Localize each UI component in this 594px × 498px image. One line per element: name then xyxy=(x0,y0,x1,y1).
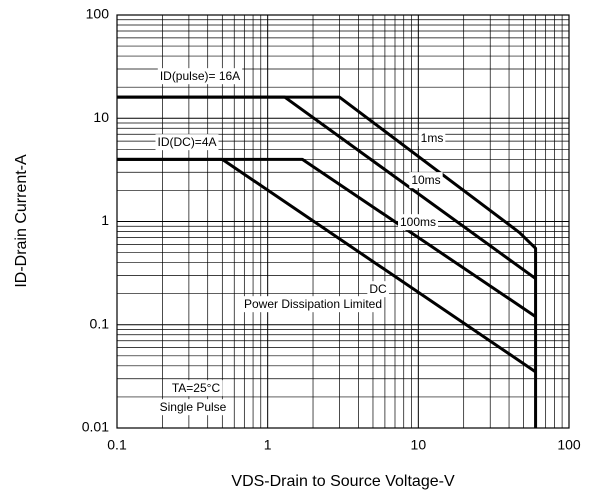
annotation: Power Dissipation Limited xyxy=(244,297,382,311)
y-axis-label: ID-Drain Current-A xyxy=(13,154,30,288)
series-label-bg xyxy=(367,281,389,298)
series-label: 1ms xyxy=(421,131,444,145)
y-tick-label: 1 xyxy=(101,212,109,228)
series-line xyxy=(117,157,537,374)
annotation-bg xyxy=(157,399,229,416)
annotation-bg xyxy=(241,296,385,313)
annotation-bg xyxy=(157,68,243,85)
annotation: TA=25°C xyxy=(172,381,221,395)
series-line xyxy=(117,157,537,318)
series-label: 100ms xyxy=(400,215,436,229)
series-label: DC xyxy=(369,282,387,296)
plot-frame xyxy=(116,14,570,429)
y-tick-label: 0.1 xyxy=(90,315,110,331)
x-tick-label: 10 xyxy=(411,437,427,453)
x-tick-label: 0.1 xyxy=(107,437,127,453)
series-label: 10ms xyxy=(411,173,440,187)
annotation: Single Pulse xyxy=(160,400,227,414)
annotation-bg xyxy=(169,380,223,397)
y-tick-label: 100 xyxy=(86,6,110,22)
y-tick-label: 10 xyxy=(93,109,109,125)
annotation: ID(DC)=4A xyxy=(157,135,216,149)
series-label-bg xyxy=(409,172,443,189)
series-line xyxy=(117,95,537,280)
x-tick-label: 1 xyxy=(264,437,272,453)
annotation: ID(pulse)= 16A xyxy=(160,69,240,83)
series-label-bg xyxy=(418,130,446,147)
x-tick-label: 100 xyxy=(557,437,581,453)
annotation-bg xyxy=(155,134,219,151)
x-axis-label: VDS-Drain to Source Voltage-V xyxy=(231,473,455,490)
series-label-bg xyxy=(397,214,439,231)
y-tick-label: 0.01 xyxy=(82,419,109,435)
